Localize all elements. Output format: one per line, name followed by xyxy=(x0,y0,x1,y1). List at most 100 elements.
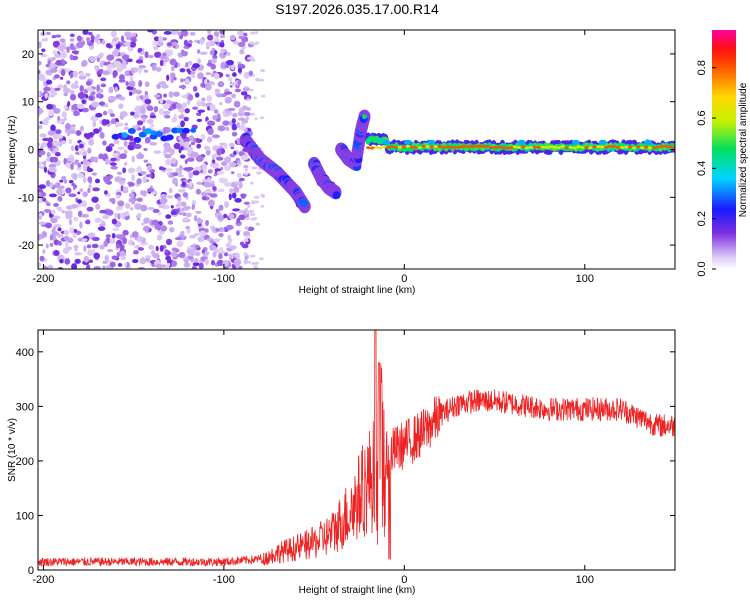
noise-blob xyxy=(96,84,100,92)
noise-blob xyxy=(243,252,248,257)
noise-blob xyxy=(198,230,207,237)
noise-blob xyxy=(244,237,249,241)
noise-blob xyxy=(111,218,118,225)
noise-blob xyxy=(245,116,250,121)
noise-blob xyxy=(174,237,183,241)
noise-blob xyxy=(40,54,48,58)
noise-blob xyxy=(87,41,94,46)
noise-blob xyxy=(38,90,41,98)
noise-blob xyxy=(59,179,64,183)
noise-blob xyxy=(178,136,182,141)
noise-blob xyxy=(159,245,164,252)
noise-blob xyxy=(131,32,137,37)
noise-blob xyxy=(170,30,179,35)
noise-blob xyxy=(68,138,73,145)
noise-blob xyxy=(147,54,154,59)
noise-blob xyxy=(234,197,242,203)
noise-blob xyxy=(251,166,258,170)
early-trace-blob xyxy=(190,127,197,133)
noise-blob xyxy=(82,158,88,166)
noise-blob xyxy=(95,112,103,118)
noise-blob xyxy=(169,72,176,78)
noise-blob xyxy=(68,180,74,184)
carrier-core xyxy=(369,146,375,150)
noise-blob xyxy=(109,237,116,244)
noise-blob xyxy=(112,152,119,158)
noise-blob xyxy=(94,35,99,43)
noise-blob xyxy=(63,178,68,184)
noise-blob xyxy=(155,66,162,72)
noise-blob xyxy=(97,53,103,60)
noise-blob xyxy=(125,81,129,86)
noise-blob xyxy=(243,172,249,176)
noise-blob xyxy=(76,166,82,171)
noise-blob xyxy=(220,166,224,171)
noise-blob xyxy=(219,101,223,106)
noise-blob xyxy=(215,208,220,214)
noise-blob xyxy=(230,63,235,71)
noise-blob xyxy=(114,212,118,219)
noise-blob xyxy=(232,208,241,212)
noise-blob xyxy=(182,217,189,222)
noise-blob xyxy=(124,210,130,217)
noise-blob xyxy=(148,244,154,250)
noise-blob xyxy=(246,260,251,264)
noise-blob xyxy=(39,255,45,262)
early-trace-blob xyxy=(144,128,153,135)
noise-blob xyxy=(105,145,113,152)
noise-blob xyxy=(123,140,128,147)
early-trace-blob xyxy=(150,130,157,136)
noise-blob xyxy=(216,93,222,98)
spectrogram-marks xyxy=(38,30,675,269)
noise-blob xyxy=(136,120,144,126)
carrier-core xyxy=(608,145,613,148)
noise-blob xyxy=(115,121,120,128)
noise-blob xyxy=(116,66,123,73)
noise-blob xyxy=(146,119,154,124)
noise-blob xyxy=(164,249,169,253)
noise-blob xyxy=(62,247,70,254)
noise-blob xyxy=(67,210,73,217)
noise-blob xyxy=(145,226,149,234)
noise-blob xyxy=(196,112,201,116)
noise-blob xyxy=(249,212,256,216)
noise-blob xyxy=(38,261,42,268)
noise-blob xyxy=(230,171,235,175)
noise-blob xyxy=(116,251,120,258)
noise-blob xyxy=(181,50,189,57)
doppler-descent-blob xyxy=(300,199,309,208)
noise-blob xyxy=(184,159,188,165)
noise-blob xyxy=(85,264,91,269)
spectrogram-ytick-label: 10 xyxy=(22,97,34,109)
noise-blob xyxy=(223,110,227,118)
noise-blob xyxy=(218,253,223,260)
noise-blob xyxy=(114,86,119,93)
noise-blob xyxy=(43,37,48,42)
noise-blob xyxy=(238,177,245,182)
carrier-core xyxy=(508,146,514,150)
carrier-core xyxy=(409,145,415,149)
noise-blob xyxy=(214,88,221,93)
noise-blob xyxy=(38,60,42,66)
colorbar-label: Normalized spectral amplitude xyxy=(738,82,749,217)
carrier-core xyxy=(401,145,407,149)
noise-blob xyxy=(255,41,260,45)
carrier-core xyxy=(493,146,498,149)
noise-blob xyxy=(64,258,71,265)
noise-blob xyxy=(229,34,236,41)
noise-blob xyxy=(134,111,139,115)
noise-blob xyxy=(207,34,214,41)
noise-blob xyxy=(119,244,125,251)
doppler-burst-3-core xyxy=(361,114,367,120)
noise-blob xyxy=(44,116,52,121)
spectrogram-xlabel: Height of straight line (km) xyxy=(299,285,416,296)
noise-blob xyxy=(236,230,240,236)
noise-blob xyxy=(86,244,92,249)
carrier-core xyxy=(441,146,446,149)
noise-blob xyxy=(109,113,115,118)
noise-blob xyxy=(229,188,234,194)
carrier-core xyxy=(576,145,581,149)
noise-blob xyxy=(91,243,99,249)
noise-blob xyxy=(153,36,160,42)
noise-blob xyxy=(172,172,179,177)
